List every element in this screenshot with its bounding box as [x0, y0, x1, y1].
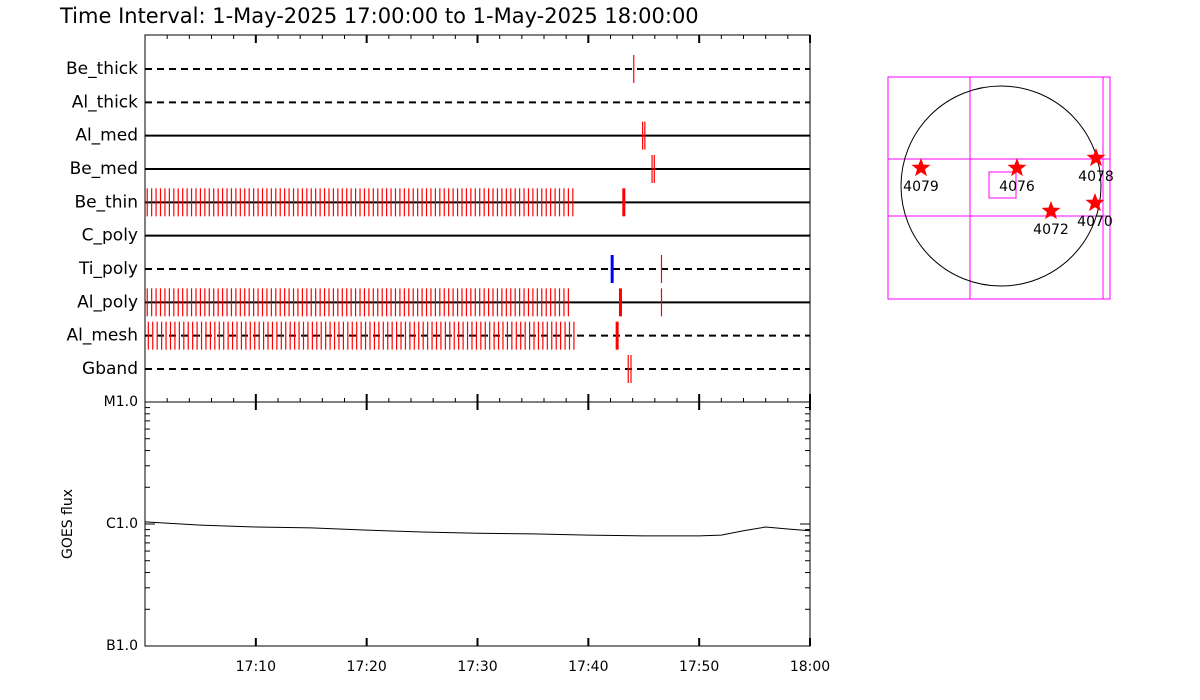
row-label: Ti_poly [78, 259, 138, 279]
y-tick-label: C1.0 [106, 516, 138, 532]
timeline-frame [144, 34, 811, 403]
region-star [1041, 201, 1061, 220]
row-label: Al_thick [72, 92, 138, 112]
goes-line [144, 521, 811, 537]
row-label: Be_med [70, 159, 138, 179]
solar-disk [900, 85, 1102, 287]
y-axis-label: GOES flux [60, 489, 76, 559]
region-label: 4070 [1077, 214, 1113, 230]
regions: 4079 4076 4078 4072 4070 [903, 148, 1114, 238]
x-tick-label: 17:30 [457, 659, 497, 675]
row-label: Al_mesh [66, 326, 138, 346]
map-frame [887, 76, 1111, 300]
x-tick-label: 17:40 [568, 659, 608, 675]
row-label: C_poly [82, 226, 138, 246]
region-star [1007, 158, 1027, 177]
title: Time Interval: 1-May-2025 17:00:00 to 1-… [59, 4, 699, 28]
fov-box [988, 171, 1017, 199]
region-star [1085, 193, 1105, 212]
x-tick-label: 17:10 [236, 659, 276, 675]
map-panel [887, 76, 1111, 300]
row-label: Gband [82, 359, 138, 379]
x-tick-label: 17:50 [679, 659, 719, 675]
region-label: 4076 [999, 179, 1035, 195]
row-label: Be_thick [66, 59, 138, 79]
region-star [1086, 148, 1106, 167]
x-tick-label: 17:20 [346, 659, 386, 675]
region-star [911, 158, 931, 177]
row-label: Al_med [75, 126, 138, 146]
region-label: 4078 [1078, 169, 1114, 185]
y-tick-label: B1.0 [106, 638, 138, 654]
y-tick-label: M1.0 [104, 394, 138, 410]
row-label: Be_thin [74, 192, 138, 212]
x-tick-label: 18:00 [790, 659, 830, 675]
row-label: Al_poly [77, 292, 138, 312]
goes-frame [144, 401, 811, 647]
region-label: 4079 [903, 179, 939, 195]
region-label: 4072 [1033, 222, 1069, 238]
